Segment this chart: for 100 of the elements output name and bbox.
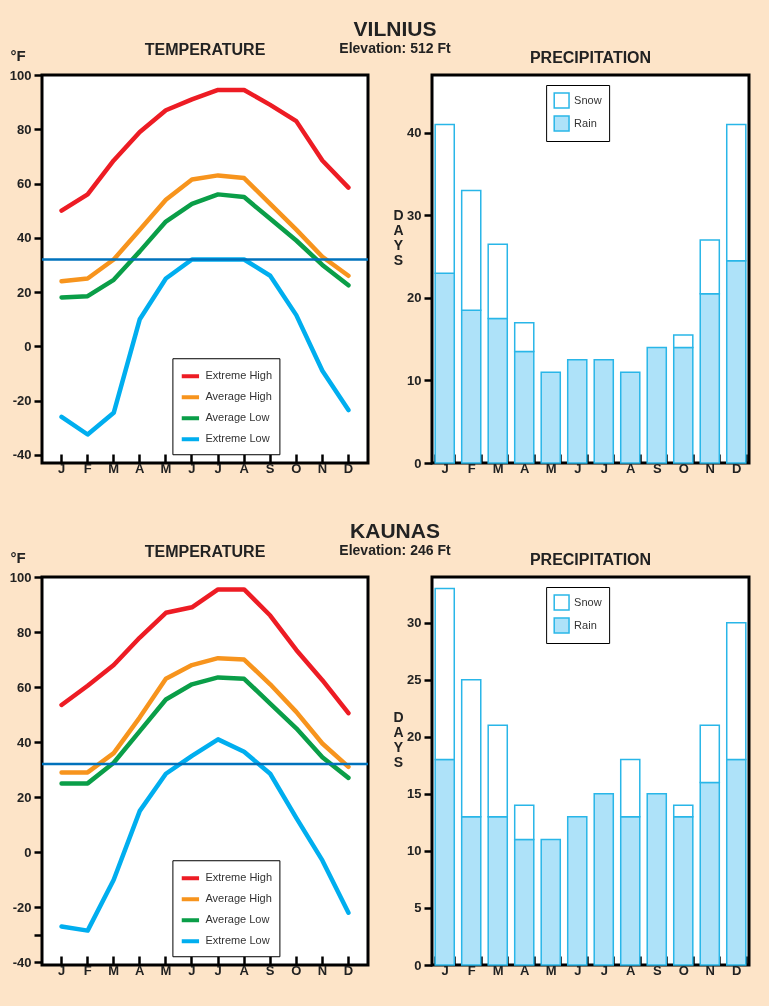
y-tick-label: 80 <box>17 624 32 640</box>
x-tick-label: D <box>343 962 354 978</box>
y-tick-label: 15 <box>407 786 422 802</box>
chart-title: PRECIPITATION <box>529 49 652 66</box>
legend-label: Average Low <box>205 913 270 926</box>
y-tick-label: 0 <box>24 338 32 354</box>
x-tick-label: N <box>317 962 328 978</box>
line-series <box>59 173 351 284</box>
y-tick-label: 40 <box>17 734 32 750</box>
x-tick-label: N <box>705 962 715 978</box>
bar <box>540 838 562 966</box>
y-tick-label: 60 <box>17 679 32 695</box>
x-tick-label: M <box>108 460 120 476</box>
y-tick-label: 80 <box>17 121 32 137</box>
y-axis-title: °F <box>10 46 26 64</box>
x-tick-label: D <box>732 962 742 978</box>
legend-label: Average High <box>205 892 272 905</box>
x-tick-label: N <box>705 460 715 476</box>
x-tick-label: D <box>732 460 742 476</box>
x-tick-label: J <box>600 460 608 476</box>
x-tick-label: A <box>520 962 531 978</box>
x-tick-label: A <box>626 460 637 476</box>
x-tick-label: J <box>188 460 196 476</box>
x-tick-label: M <box>492 460 504 476</box>
y-tick-label: 20 <box>17 284 32 300</box>
legend-label: Average Low <box>205 411 270 424</box>
x-tick-label: M <box>160 460 172 476</box>
x-tick-label: M <box>160 962 172 978</box>
bar <box>646 346 668 464</box>
legend-label: Extreme High <box>205 871 273 884</box>
bar <box>593 793 615 966</box>
x-tick-label: M <box>545 460 557 476</box>
line-series <box>59 587 351 716</box>
x-tick-label: J <box>574 460 582 476</box>
x-tick-label: M <box>545 962 557 978</box>
legend-label: Extreme Low <box>205 432 270 445</box>
x-tick-label: D <box>343 460 354 476</box>
legend-label: Rain <box>574 618 597 631</box>
text: KAUNAS <box>349 519 441 542</box>
x-tick-label: S <box>265 460 275 476</box>
x-tick-label: J <box>188 962 196 978</box>
line-series <box>59 192 351 300</box>
y-tick-label: -20 <box>12 393 32 409</box>
x-tick-label: A <box>239 460 250 476</box>
y-tick-label: 10 <box>407 372 422 388</box>
x-tick-label: F <box>467 460 476 476</box>
x-tick-label: O <box>678 460 689 476</box>
x-tick-label: J <box>574 962 582 978</box>
x-tick-label: O <box>291 460 302 476</box>
x-tick-label: O <box>678 962 689 978</box>
text: Elevation: 512 Ft <box>338 40 452 56</box>
y-tick-label: -20 <box>12 899 32 915</box>
x-tick-label: A <box>239 962 250 978</box>
y-tick-label: 5 <box>414 900 422 916</box>
y-tick-label: 100 <box>9 67 32 83</box>
y-tick-label: 0 <box>414 957 422 973</box>
bar <box>619 371 641 464</box>
y-tick-label: -40 <box>12 447 32 463</box>
y-tick-label: 30 <box>407 615 422 631</box>
y-tick-label: 0 <box>414 455 422 471</box>
chart-title: TEMPERATURE <box>144 543 266 560</box>
x-tick-label: A <box>135 460 146 476</box>
y-axis-title: DAYS <box>393 206 404 268</box>
y-tick-label: 10 <box>407 843 422 859</box>
x-tick-label: S <box>652 460 662 476</box>
line-series <box>59 87 351 213</box>
y-tick-label: 20 <box>407 290 422 306</box>
y-tick-label: -40 <box>12 954 32 970</box>
chart-title: PRECIPITATION <box>529 551 652 568</box>
bar <box>566 359 588 464</box>
x-tick-label: O <box>291 962 302 978</box>
x-tick-label: A <box>520 460 531 476</box>
x-tick-label: F <box>83 460 92 476</box>
x-tick-label: J <box>214 460 222 476</box>
line-series <box>59 737 351 933</box>
bar <box>566 815 588 966</box>
x-tick-label: J <box>441 460 449 476</box>
x-tick-label: J <box>57 460 66 476</box>
x-tick-label: S <box>265 962 275 978</box>
legend-label: Average High <box>205 390 272 403</box>
bar <box>540 371 562 464</box>
y-axis-title: °F <box>10 548 26 566</box>
line-series <box>59 655 351 775</box>
legend-label: Snow <box>574 93 602 106</box>
bar <box>646 793 668 966</box>
x-tick-label: F <box>83 962 92 978</box>
x-tick-label: S <box>652 962 662 978</box>
y-tick-label: 0 <box>24 844 32 860</box>
x-tick-label: A <box>135 962 146 978</box>
x-tick-label: N <box>317 460 328 476</box>
legend-label: Extreme High <box>205 369 273 382</box>
y-tick-label: 60 <box>17 176 32 192</box>
x-tick-label: M <box>108 962 120 978</box>
y-tick-label: 100 <box>9 569 32 585</box>
y-tick-label: 40 <box>407 125 422 141</box>
y-tick-label: 30 <box>407 207 422 223</box>
x-tick-label: J <box>214 962 222 978</box>
legend-label: Snow <box>574 595 602 608</box>
chart-title: TEMPERATURE <box>144 41 266 58</box>
text: Elevation: 246 Ft <box>338 542 452 558</box>
